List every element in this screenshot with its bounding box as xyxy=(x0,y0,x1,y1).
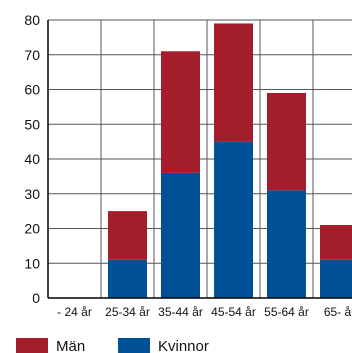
legend-label: Män xyxy=(56,338,85,353)
axes xyxy=(47,20,352,299)
bar-kvinnor xyxy=(108,259,147,298)
bars xyxy=(108,23,352,298)
bar-man xyxy=(214,23,253,142)
bar-man xyxy=(108,211,147,260)
x-tick-label: 25-34 år xyxy=(105,305,150,319)
x-tick-label: - 24 år xyxy=(57,305,92,319)
bar-man xyxy=(161,51,200,173)
y-tick-label: 40 xyxy=(24,151,40,167)
bar-kvinnor xyxy=(214,141,253,298)
y-tick-label: 20 xyxy=(24,221,40,237)
bar-kvinnor xyxy=(267,190,306,298)
legend: Män Kvinnor xyxy=(16,338,209,353)
y-tick-label: 0 xyxy=(32,290,40,306)
bar-man xyxy=(320,225,352,260)
legend-swatch xyxy=(16,338,48,353)
x-tick-label: 65- år xyxy=(324,305,352,319)
bar-man xyxy=(267,92,306,191)
y-tick-label: 80 xyxy=(24,12,40,28)
y-tick-labels: 0 10 20 30 40 50 60 70 80 xyxy=(24,12,40,306)
legend-label: Kvinnor xyxy=(158,338,209,353)
bar-kvinnor xyxy=(320,259,352,298)
x-tick-label: 45-54 år xyxy=(211,305,256,319)
y-tick-label: 70 xyxy=(24,47,40,63)
x-tick-label: 55-64 år xyxy=(264,305,309,319)
bar-kvinnor xyxy=(161,172,200,298)
x-tick-labels: - 24 år 25-34 år 35-44 år 45-54 år 55-64 år 6… xyxy=(57,305,352,319)
y-tick-label: 10 xyxy=(24,255,40,271)
legend-swatch xyxy=(118,338,150,353)
x-tick-label: 35-44 år xyxy=(158,305,203,319)
y-tick-label: 50 xyxy=(24,116,40,132)
y-tick-label: 30 xyxy=(24,186,40,202)
y-tick-label: 60 xyxy=(24,82,40,98)
